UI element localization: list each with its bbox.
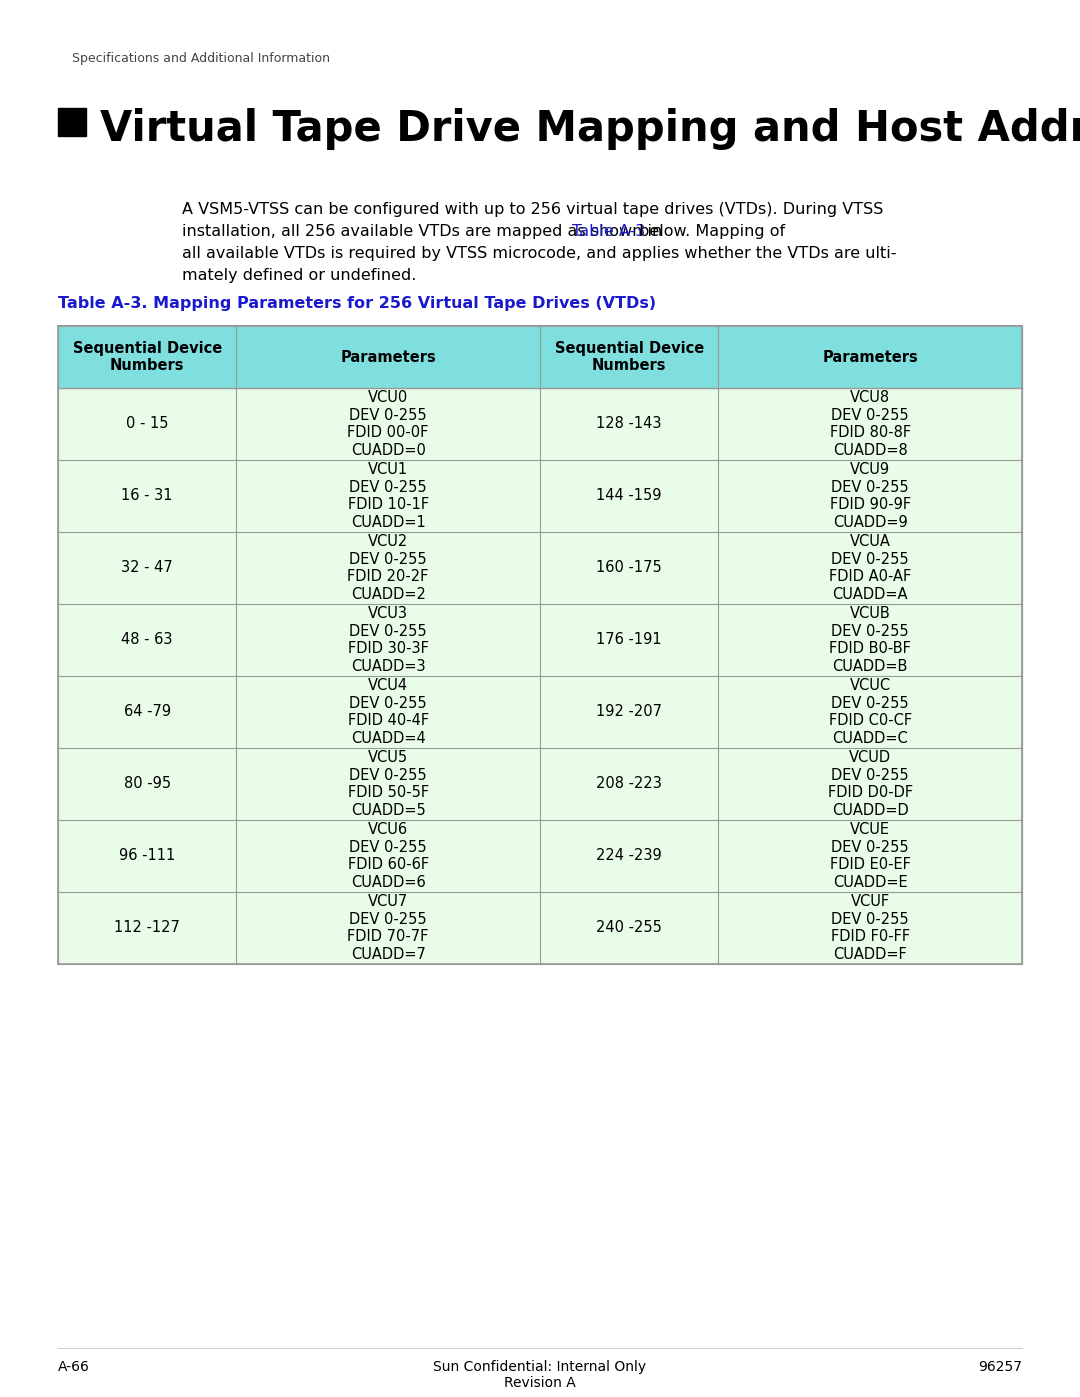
Text: A VSM5-VTSS can be configured with up to 256 virtual tape drives (VTDs). During : A VSM5-VTSS can be configured with up to… <box>183 203 883 217</box>
Text: 192 -207: 192 -207 <box>596 704 662 719</box>
Bar <box>58 820 1022 893</box>
Text: 176 -191: 176 -191 <box>596 633 662 647</box>
Text: VCUF
DEV 0-255
FDID F0-FF
CUADD=F: VCUF DEV 0-255 FDID F0-FF CUADD=F <box>831 894 909 961</box>
Bar <box>58 893 1022 964</box>
Text: 96257: 96257 <box>978 1361 1022 1375</box>
Text: 0 - 15: 0 - 15 <box>126 416 168 432</box>
Text: VCU8
DEV 0-255
FDID 80-8F
CUADD=8: VCU8 DEV 0-255 FDID 80-8F CUADD=8 <box>829 390 910 458</box>
Text: Table A-3: Table A-3 <box>572 224 645 239</box>
Text: 128 -143: 128 -143 <box>596 416 662 432</box>
Text: 112 -127: 112 -127 <box>114 921 180 936</box>
Bar <box>58 532 1022 604</box>
Bar <box>58 388 1022 460</box>
Text: 80 -95: 80 -95 <box>123 777 171 792</box>
Text: 208 -223: 208 -223 <box>596 777 662 792</box>
Text: mately defined or undefined.: mately defined or undefined. <box>183 268 417 284</box>
Text: Specifications and Additional Information: Specifications and Additional Informatio… <box>72 52 330 66</box>
Text: Sequential Device
Numbers: Sequential Device Numbers <box>554 341 704 373</box>
Text: Parameters: Parameters <box>340 349 436 365</box>
Text: VCUC
DEV 0-255
FDID C0-CF
CUADD=C: VCUC DEV 0-255 FDID C0-CF CUADD=C <box>828 679 912 746</box>
Text: VCUB
DEV 0-255
FDID B0-BF
CUADD=B: VCUB DEV 0-255 FDID B0-BF CUADD=B <box>829 606 912 673</box>
Bar <box>58 604 1022 676</box>
Text: VCU0
DEV 0-255
FDID 00-0F
CUADD=0: VCU0 DEV 0-255 FDID 00-0F CUADD=0 <box>348 390 429 458</box>
Text: VCU9
DEV 0-255
FDID 90-9F
CUADD=9: VCU9 DEV 0-255 FDID 90-9F CUADD=9 <box>829 462 910 529</box>
Text: VCU4
DEV 0-255
FDID 40-4F
CUADD=4: VCU4 DEV 0-255 FDID 40-4F CUADD=4 <box>348 679 429 746</box>
Text: A-66: A-66 <box>58 1361 90 1375</box>
Text: 144 -159: 144 -159 <box>596 489 662 503</box>
Text: 48 - 63: 48 - 63 <box>121 633 173 647</box>
Text: 240 -255: 240 -255 <box>596 921 662 936</box>
Text: VCUE
DEV 0-255
FDID E0-EF
CUADD=E: VCUE DEV 0-255 FDID E0-EF CUADD=E <box>829 823 910 890</box>
Bar <box>58 326 1022 388</box>
Text: 224 -239: 224 -239 <box>596 848 662 863</box>
Text: Table A-3. Mapping Parameters for 256 Virtual Tape Drives (VTDs): Table A-3. Mapping Parameters for 256 Vi… <box>58 296 657 312</box>
Bar <box>58 460 1022 532</box>
Text: installation, all 256 available VTDs are mapped as shown in: installation, all 256 available VTDs are… <box>183 224 667 239</box>
Text: below. Mapping of: below. Mapping of <box>634 224 785 239</box>
Text: 16 - 31: 16 - 31 <box>121 489 173 503</box>
Text: 32 - 47: 32 - 47 <box>121 560 173 576</box>
Text: all available VTDs is required by VTSS microcode, and applies whether the VTDs a: all available VTDs is required by VTSS m… <box>183 246 896 261</box>
Bar <box>58 108 86 136</box>
Text: Sequential Device
Numbers: Sequential Device Numbers <box>72 341 221 373</box>
Text: VCU2
DEV 0-255
FDID 20-2F
CUADD=2: VCU2 DEV 0-255 FDID 20-2F CUADD=2 <box>348 535 429 602</box>
Text: 64 -79: 64 -79 <box>123 704 171 719</box>
Text: Virtual Tape Drive Mapping and Host Addressing: Virtual Tape Drive Mapping and Host Addr… <box>100 108 1080 149</box>
Text: VCU7
DEV 0-255
FDID 70-7F
CUADD=7: VCU7 DEV 0-255 FDID 70-7F CUADD=7 <box>348 894 429 961</box>
Text: Parameters: Parameters <box>822 349 918 365</box>
Text: VCUD
DEV 0-255
FDID D0-DF
CUADD=D: VCUD DEV 0-255 FDID D0-DF CUADD=D <box>827 750 913 817</box>
Text: VCUA
DEV 0-255
FDID A0-AF
CUADD=A: VCUA DEV 0-255 FDID A0-AF CUADD=A <box>829 535 912 602</box>
Text: 160 -175: 160 -175 <box>596 560 662 576</box>
Bar <box>58 747 1022 820</box>
Text: Sun Confidential: Internal Only
Revision A: Sun Confidential: Internal Only Revision… <box>433 1361 647 1390</box>
Text: VCU1
DEV 0-255
FDID 10-1F
CUADD=1: VCU1 DEV 0-255 FDID 10-1F CUADD=1 <box>348 462 429 529</box>
Text: 96 -111: 96 -111 <box>119 848 175 863</box>
Bar <box>58 676 1022 747</box>
Text: VCU6
DEV 0-255
FDID 60-6F
CUADD=6: VCU6 DEV 0-255 FDID 60-6F CUADD=6 <box>348 823 429 890</box>
Text: VCU3
DEV 0-255
FDID 30-3F
CUADD=3: VCU3 DEV 0-255 FDID 30-3F CUADD=3 <box>348 606 429 673</box>
Text: VCU5
DEV 0-255
FDID 50-5F
CUADD=5: VCU5 DEV 0-255 FDID 50-5F CUADD=5 <box>348 750 429 817</box>
